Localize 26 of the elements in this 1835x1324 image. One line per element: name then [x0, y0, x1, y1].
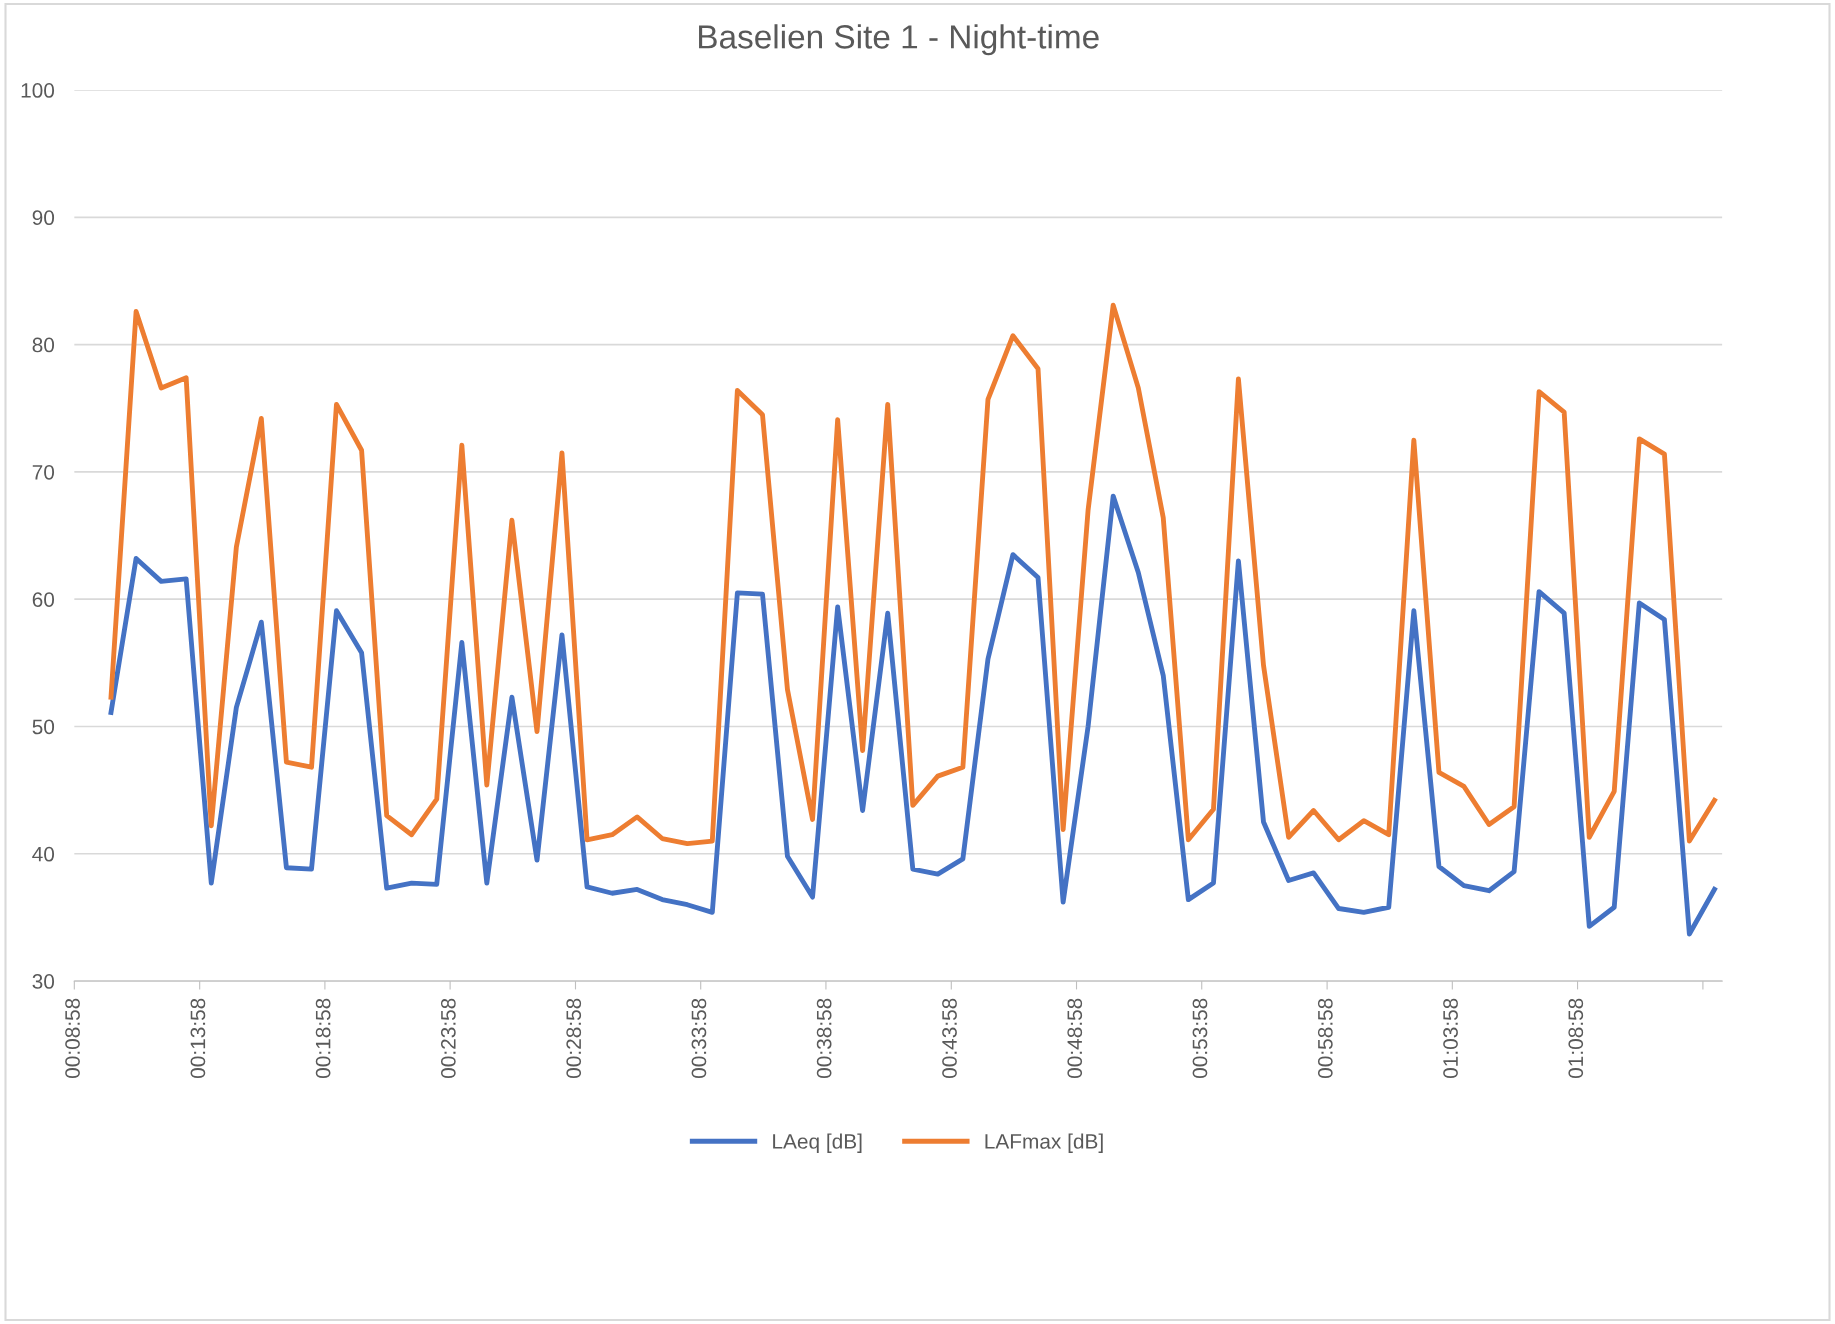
x-tick-label: 01:03:58 — [1443, 998, 1458, 1079]
x-tick-label: 00:18:58 — [315, 998, 331, 1079]
chart-title: Baselien Site 1 - Night-time — [699, 24, 1099, 56]
line-series — [108, 493, 1717, 937]
line-series — [108, 302, 1717, 847]
y-tick-label: 90 — [32, 210, 55, 226]
legend-label: LAFmax [dB] — [985, 1133, 1103, 1153]
x-tick-label: 00:58:58 — [1317, 998, 1333, 1079]
x-tick-label: 00:48:58 — [1067, 998, 1083, 1079]
x-tick-label: 00:43:58 — [942, 998, 957, 1079]
x-tick-label: 00:13:58 — [190, 998, 206, 1079]
x-tick-label: 00:33:58 — [691, 998, 707, 1079]
y-tick-label: 100 — [21, 83, 55, 98]
y-tick-label: 30 — [32, 974, 55, 989]
x-tick-label: 00:53:58 — [1192, 998, 1208, 1079]
x-tick-label: 00:23:58 — [440, 998, 456, 1079]
y-tick-label: 50 — [32, 719, 55, 735]
x-tick-label: 00:08:58 — [65, 998, 80, 1079]
y-tick-label: 40 — [32, 846, 55, 862]
y-tick-label: 60 — [32, 592, 55, 607]
y-tick-label: 80 — [32, 337, 55, 353]
x-tick-label: 01:08:58 — [1568, 998, 1584, 1079]
x-tick-label: 00:38:58 — [816, 998, 832, 1079]
y-tick-label: 70 — [32, 464, 55, 480]
legend-label: LAeq [dB] — [773, 1133, 862, 1153]
x-tick-label: 00:28:58 — [566, 998, 582, 1079]
